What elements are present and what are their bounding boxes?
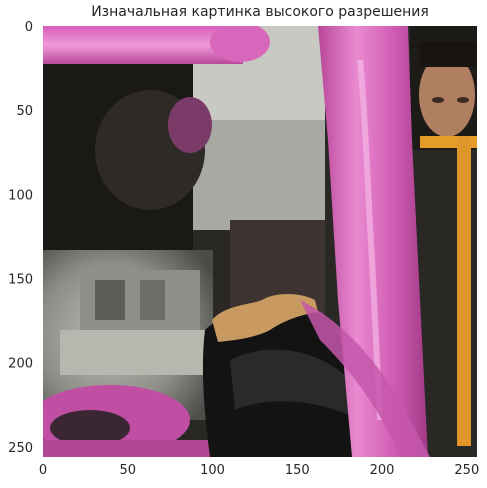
x-tick-label: 200 (370, 463, 395, 478)
x-tick-label: 0 (39, 463, 47, 478)
y-tick-label: 200 (8, 357, 33, 372)
y-axis: 0 50 100 150 200 250 (8, 20, 33, 456)
photo (43, 26, 477, 457)
y-tick-label: 150 (8, 273, 33, 288)
x-tick-label: 150 (285, 463, 310, 478)
image-title: Изначальная картинка высокого разрешения (91, 4, 429, 20)
y-tick-label: 250 (8, 441, 33, 456)
x-tick-label: 50 (119, 463, 136, 478)
y-tick-label: 100 (8, 188, 33, 203)
x-tick-label: 100 (200, 463, 225, 478)
x-axis: 0 50 100 150 200 250 (39, 463, 479, 478)
y-tick-label: 0 (25, 20, 33, 35)
y-tick-label: 50 (16, 104, 33, 119)
x-tick-label: 250 (454, 463, 479, 478)
